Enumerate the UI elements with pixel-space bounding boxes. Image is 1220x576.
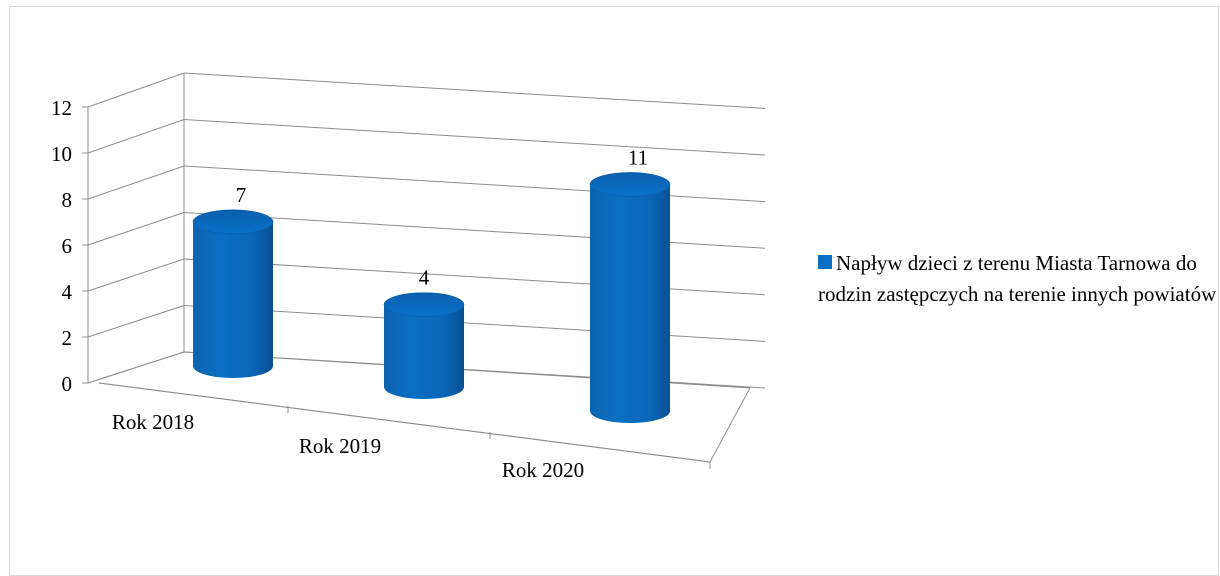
back-gridline xyxy=(183,119,766,156)
y-tick-label: 12 xyxy=(51,96,72,120)
x-tick-label: Rok 2019 xyxy=(299,434,381,458)
y-tick-label: 0 xyxy=(62,372,73,396)
legend-label: Napływ dzieci z terenu Miasta Tarnowa do… xyxy=(818,251,1217,306)
back-gridline xyxy=(183,165,766,203)
y-tick-label: 4 xyxy=(62,280,73,304)
data-label: 4 xyxy=(419,266,430,290)
bars-layer xyxy=(192,172,671,423)
side-gridline xyxy=(87,72,185,108)
bar-body xyxy=(193,221,273,378)
y-tick-label: 8 xyxy=(62,188,73,212)
back-gridline xyxy=(183,72,766,109)
bar-cylinder xyxy=(383,292,465,399)
data-label: 7 xyxy=(236,183,247,207)
x-tick-label: Rok 2018 xyxy=(112,410,194,434)
side-gridline xyxy=(87,165,185,200)
bar-top xyxy=(192,209,274,235)
bar-body xyxy=(590,184,670,423)
data-label: 11 xyxy=(628,145,648,169)
y-tick-label: 2 xyxy=(62,326,73,350)
x-tick-label: Rok 2020 xyxy=(502,458,584,482)
x-axis-line xyxy=(98,382,711,463)
labels-layer: 0 2 4 6 8 10 12 Rok 2018 Rok 2019 Rok 2020 7 4 11 xyxy=(51,96,648,482)
chart: 0 2 4 6 8 10 12 Rok 2018 Rok 2019 Rok 2020 7 4 11 xyxy=(51,72,766,482)
legend-swatch xyxy=(818,255,832,269)
bar-body xyxy=(384,304,464,399)
y-tick-label: 10 xyxy=(51,142,72,166)
bar-top xyxy=(383,292,465,317)
side-gridline xyxy=(87,119,185,154)
side-gridline xyxy=(87,305,185,338)
side-gridline xyxy=(87,258,185,292)
y-tick-label: 6 xyxy=(62,234,73,258)
side-gridline xyxy=(87,212,185,246)
bar-cylinder xyxy=(589,172,671,423)
legend: Napływ dzieci z terenu Miasta Tarnowa do… xyxy=(818,248,1218,310)
bar-top xyxy=(589,172,671,197)
bar-cylinder xyxy=(192,209,274,378)
